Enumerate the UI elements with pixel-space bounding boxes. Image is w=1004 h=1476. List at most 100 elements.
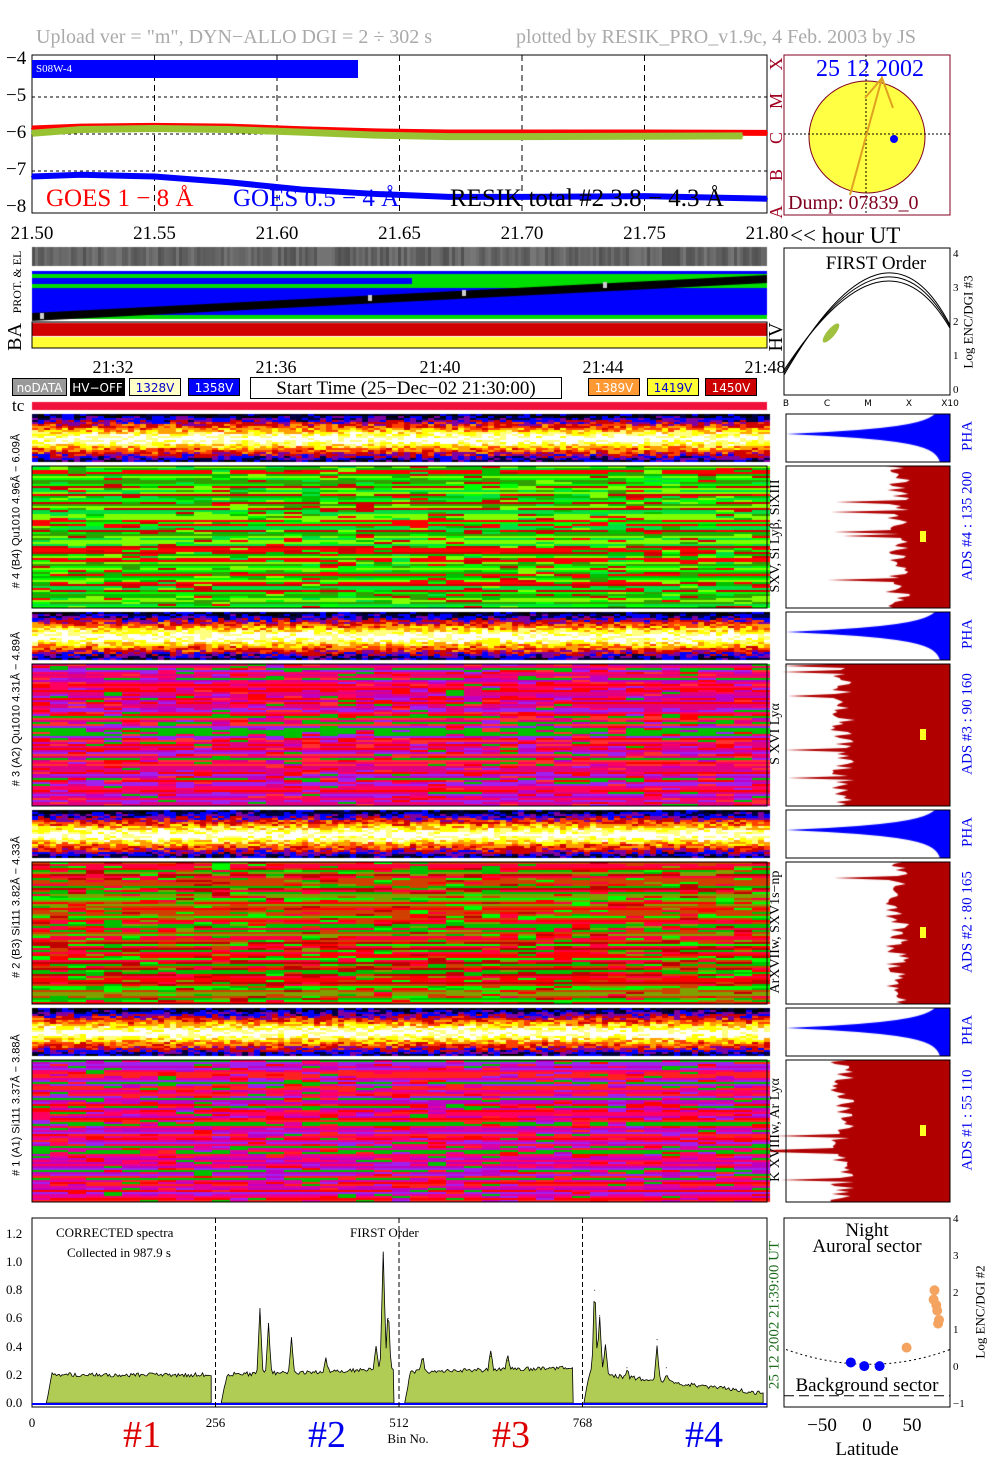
goes-point	[31, 132, 33, 135]
sun-date: 25 12 2002	[816, 56, 924, 82]
spectrum-xtick: 512	[389, 1415, 409, 1430]
sun-disk	[808, 80, 926, 194]
latitude-point	[901, 1342, 912, 1353]
goes-point	[31, 175, 33, 178]
first-order-ytick: 2	[953, 316, 959, 328]
spectrum-peak	[656, 1339, 658, 1341]
pha-histogram-frame	[785, 1007, 951, 1057]
section-label: #3	[492, 1414, 530, 1456]
latitude-trend	[785, 1349, 951, 1365]
lat-ytick: 3	[953, 1250, 959, 1262]
channel-label: # 2 (B3) Si111 3.82Å − 4.33Å	[10, 836, 23, 978]
goes-point	[153, 175, 156, 178]
goes-point	[153, 127, 156, 130]
spectrum-xlabel: Bin No.	[387, 1431, 429, 1446]
goes-point	[766, 197, 768, 200]
spectrum-peak	[382, 1254, 384, 1256]
goes-xtick: 21.65	[378, 223, 421, 244]
lat-xtick: 50	[902, 1415, 922, 1436]
section-label: #2	[308, 1414, 346, 1456]
lat-title-night: Night	[845, 1220, 889, 1241]
ads-threshold-marker	[920, 531, 926, 542]
goes-point	[521, 131, 523, 134]
goes-point	[643, 195, 646, 198]
spectrogram-frame	[31, 663, 768, 807]
goes-xtick: 21.60	[255, 223, 299, 244]
time-tick: 21:44	[582, 357, 624, 377]
goes-xtick: 21.70	[500, 223, 544, 244]
spectrum-xtick: 768	[572, 1415, 593, 1430]
channel-lines-label: ArXVIIw, SXV1s−np	[768, 870, 783, 994]
orbit-track	[849, 74, 894, 196]
goes-point	[447, 135, 450, 138]
spectrum-peak	[375, 1348, 377, 1350]
section-label: #1	[123, 1414, 161, 1456]
goes-point	[80, 173, 82, 176]
ads-histogram-frame	[785, 663, 951, 807]
channel-label: # 1 (A1) Si111 3.37Å − 3.88Å	[10, 1034, 23, 1176]
latitude-point	[874, 1361, 885, 1372]
prot-el-label: PROT. & EL	[10, 250, 24, 314]
goes-xtick: 21.50	[10, 223, 54, 244]
spectrum-xtick: 0	[28, 1415, 36, 1430]
legend-resik-total: RESIK total #2 3.8 − 4.3 Å	[450, 185, 724, 212]
lat-xtick: −50	[807, 1415, 837, 1436]
pha-histogram-frame	[785, 809, 951, 859]
ads-label: ADS #3 : 90 160	[959, 673, 976, 775]
ads-label: ADS #2 : 80 165	[959, 871, 976, 973]
lat-ylabel: Log ENC/DGI #2	[972, 1265, 988, 1359]
lat-ytick: −1	[953, 1398, 965, 1410]
first-order-ytick: 4	[953, 248, 959, 260]
pha-label: PHA	[959, 816, 976, 848]
latitude-point	[845, 1357, 856, 1368]
spectrogram-frame	[31, 465, 768, 609]
spectrum-peak	[594, 1289, 596, 1291]
first-order-curve	[783, 276, 951, 373]
spectrum-ytick: 0.2	[6, 1366, 23, 1382]
first-order-ytick: 1	[953, 350, 959, 362]
spectrum-section-1	[45, 1371, 212, 1404]
ads-histogram-frame	[785, 1059, 951, 1203]
pha-label: PHA	[959, 420, 976, 452]
goes-point	[80, 128, 82, 131]
goes-ytick: −4	[6, 48, 27, 69]
channel-lines-label: SXV, Si Lyβ, SiXIII	[768, 479, 783, 593]
hv-legend-1358v: 1358V	[188, 378, 240, 396]
goes-class-label: C	[766, 131, 786, 145]
spectrum-xtick: 256	[205, 1415, 226, 1430]
hv-label: HV	[765, 322, 787, 352]
section-label: #4	[685, 1414, 723, 1456]
latitude-frame	[783, 1217, 951, 1408]
ads-histogram-frame	[785, 861, 951, 1005]
spectrum-ytick: 0.4	[6, 1338, 23, 1354]
active-region-marker	[890, 135, 898, 143]
first-order-title: FIRST Order	[825, 253, 927, 274]
first-order-curve	[783, 280, 951, 371]
spectrogram-frame	[31, 1059, 768, 1203]
goes-tag: S08W-4	[36, 63, 73, 75]
channel-lines-label: S XVI Lyα	[768, 703, 783, 765]
goes-coverage-bar	[32, 60, 358, 78]
spectrum-section-2	[220, 1251, 395, 1404]
goes-series-2	[31, 124, 743, 141]
lat-background-sector: Background sector	[795, 1375, 939, 1396]
spectrum-peak	[290, 1339, 292, 1341]
lat-ytick: 1	[953, 1324, 959, 1336]
first-order-xtick: X10	[941, 399, 959, 409]
ads-threshold-marker	[920, 927, 926, 938]
pha-histogram-frame	[785, 611, 951, 661]
header-upload-info: Upload ver = "m", DYN−ALLO DGI = 2 ÷ 302…	[36, 26, 433, 48]
header-plotted-by: plotted by RESIK_PRO_v1.9c, 4 Feb. 2003 …	[516, 26, 917, 48]
pha-label: PHA	[959, 618, 976, 650]
goes-point	[447, 195, 450, 198]
lat-ytick: 2	[953, 1287, 959, 1299]
first-order-xtick: C	[823, 399, 831, 409]
spectrum-note-first-order: FIRST Order	[350, 1225, 419, 1240]
ads-threshold-marker	[920, 729, 926, 740]
time-tick: 21:48	[744, 357, 786, 377]
spectrum-section-3	[404, 1350, 574, 1404]
hv-legend-hv−off: HV−OFF	[70, 378, 125, 396]
first-order-ylabel: Log ENC/DGI #3	[960, 275, 976, 369]
goes-point	[741, 134, 744, 137]
